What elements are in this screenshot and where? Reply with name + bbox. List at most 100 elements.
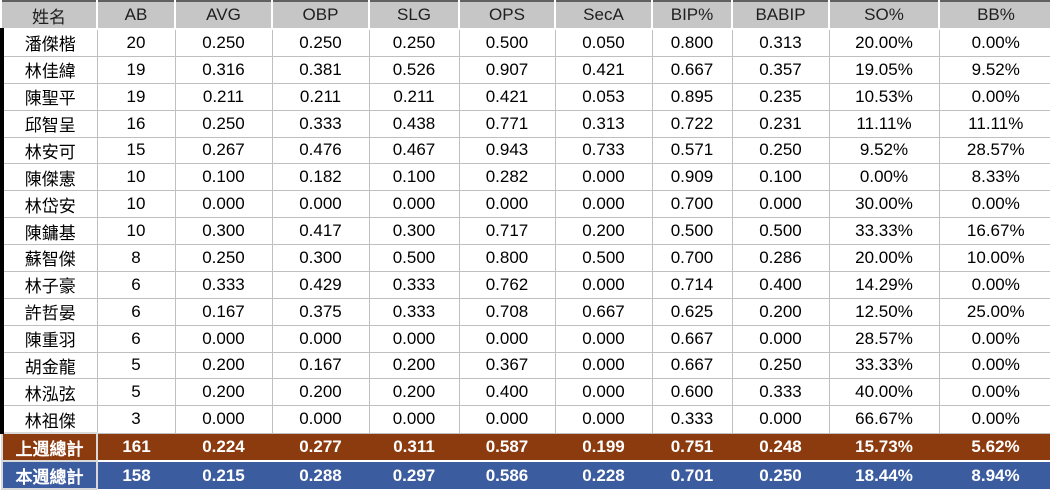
stat-cell: 0.000 <box>369 190 460 219</box>
stat-cell: 0.357 <box>732 56 830 84</box>
stat-cell: 0.700 <box>652 244 733 272</box>
stat-cell: 0.333 <box>369 271 460 299</box>
stat-cell: 0.300 <box>272 244 370 272</box>
stat-cell: 0.282 <box>459 163 556 192</box>
stat-cell: 0.800 <box>459 244 556 272</box>
table-row: 林泓弦 5 0.200 0.200 0.200 0.400 0.000 0.600 0.333 4… <box>0 378 1050 407</box>
stat-cell: 0.000 <box>555 163 653 192</box>
stat-cell: 0.00% <box>939 83 1050 111</box>
stat-cell: 5 <box>97 352 176 380</box>
stat-cell: 0.250 <box>175 29 273 57</box>
stat-cell: 10.00% <box>939 244 1050 272</box>
stat-cell: 0.053 <box>555 83 653 111</box>
stat-cell: 0.571 <box>652 137 733 165</box>
stat-cell: 0.286 <box>732 244 830 272</box>
stat-cell: 0.250 <box>732 137 830 165</box>
stat-cell: 12.50% <box>829 298 940 326</box>
stat-cell: 10 <box>97 217 176 246</box>
stat-cell: 0.00% <box>939 352 1050 380</box>
stat-cell: 0.421 <box>555 56 653 84</box>
stat-cell: 0.667 <box>652 325 733 353</box>
stat-cell: 0.200 <box>732 298 830 326</box>
stat-cell: 15 <box>97 137 176 165</box>
stat-cell: 0.367 <box>459 352 556 380</box>
stat-cell: 0.250 <box>272 29 370 57</box>
stat-cell: 0.313 <box>555 110 653 138</box>
stat-cell: 0.895 <box>652 83 733 111</box>
stat-cell: 0.600 <box>652 378 733 407</box>
stat-cell: 20.00% <box>829 29 940 57</box>
stat-cell: 0.211 <box>272 83 370 111</box>
column-header-1: AB <box>97 0 176 30</box>
stat-cell: 0.421 <box>459 83 556 111</box>
table-row: 陳鏞基 10 0.300 0.417 0.300 0.717 0.200 0.500 0.500… <box>0 217 1050 246</box>
player-name-cell: 林祖傑 <box>0 405 98 434</box>
table-row: 胡金龍 5 0.200 0.167 0.200 0.367 0.000 0.667 0.250 3… <box>0 352 1050 380</box>
table-row: 林岱安 10 0.000 0.000 0.000 0.000 0.000 0.700 0.000… <box>0 190 1050 219</box>
stat-cell: 0.182 <box>272 163 370 192</box>
stat-cell: 0.000 <box>459 190 556 219</box>
this-week-total-row: 本週總計 158 0.215 0.288 0.297 0.586 0.228 0.701 0.2… <box>1 460 1050 490</box>
stat-cell: 0.000 <box>272 325 370 353</box>
total-stat-cell: 8.94% <box>939 460 1050 489</box>
column-header-4: SLG <box>369 0 460 30</box>
stat-cell: 0.333 <box>272 110 370 138</box>
stat-cell: 0.438 <box>369 110 460 138</box>
total-stat-cell: 0.587 <box>485 436 529 456</box>
total-stat-cell: 161 <box>122 436 151 456</box>
total-stat-cell: 0.250 <box>732 460 829 489</box>
stat-cell: 0.000 <box>555 405 653 434</box>
player-name-cell: 蘇智傑 <box>0 244 98 272</box>
stat-cell: 0.733 <box>555 137 653 165</box>
stat-cell: 0.000 <box>555 190 653 219</box>
stat-cell: 0.000 <box>459 405 556 434</box>
stat-cell: 0.316 <box>175 56 273 84</box>
stat-cell: 0.050 <box>555 29 653 57</box>
total-stat-cell: 0.586 <box>459 460 555 489</box>
total-label-cell: 本週總計 <box>1 460 98 490</box>
stat-cell: 0.211 <box>369 83 460 111</box>
column-header-6: SecA <box>555 0 653 30</box>
stat-cell: 6 <box>97 325 176 353</box>
stat-cell: 0.000 <box>732 405 830 434</box>
stat-cell: 19 <box>97 83 176 111</box>
stat-cell: 0.267 <box>175 137 273 165</box>
stat-cell: 0.500 <box>459 29 556 57</box>
total-stat-cell: 0.199 <box>582 436 625 456</box>
stat-cell: 10.53% <box>829 83 940 111</box>
stat-cell: 0.400 <box>732 271 830 299</box>
stat-cell: 0.333 <box>369 298 460 326</box>
stat-cell: 0.667 <box>652 352 733 380</box>
stat-cell: 0.235 <box>732 83 830 111</box>
stat-cell: 10 <box>97 190 176 219</box>
table-row: 林祖傑 3 0.000 0.000 0.000 0.000 0.000 0.333 0.000 6… <box>0 405 1050 434</box>
stat-cell: 0.000 <box>459 325 556 353</box>
stat-cell: 0.700 <box>652 190 733 219</box>
total-stat-cell: 0.751 <box>670 436 714 456</box>
stat-cell: 0.800 <box>652 29 733 57</box>
stat-cell: 0.167 <box>175 298 273 326</box>
stat-cell: 0.000 <box>175 190 273 219</box>
table-row: 林安可 15 0.267 0.476 0.467 0.943 0.733 0.571 0.250… <box>0 137 1050 165</box>
stat-cell: 0.500 <box>732 217 830 246</box>
total-stat-cell: 18.44% <box>829 460 939 489</box>
stat-cell: 0.000 <box>272 190 370 219</box>
stat-cell: 0.762 <box>459 271 556 299</box>
stat-cell: 0.467 <box>369 137 460 165</box>
stat-cell: 0.00% <box>939 271 1050 299</box>
player-name-cell: 陳重羽 <box>0 325 98 353</box>
stat-cell: 28.57% <box>939 137 1050 165</box>
stat-cell: 0.400 <box>459 378 556 407</box>
player-name-cell: 陳聖平 <box>0 83 98 111</box>
column-header-3: OBP <box>272 0 370 30</box>
stat-cell: 0.100 <box>175 163 273 192</box>
stat-cell: 0.381 <box>272 56 370 84</box>
stat-cell: 0.200 <box>175 378 273 407</box>
stat-cell: 28.57% <box>829 325 940 353</box>
stat-cell: 0.200 <box>555 217 653 246</box>
stat-cell: 0.167 <box>272 352 370 380</box>
stat-cell: 0.250 <box>369 29 460 57</box>
stat-cell: 0.417 <box>272 217 370 246</box>
stat-cell: 5 <box>97 378 176 407</box>
stat-cell: 0.375 <box>272 298 370 326</box>
